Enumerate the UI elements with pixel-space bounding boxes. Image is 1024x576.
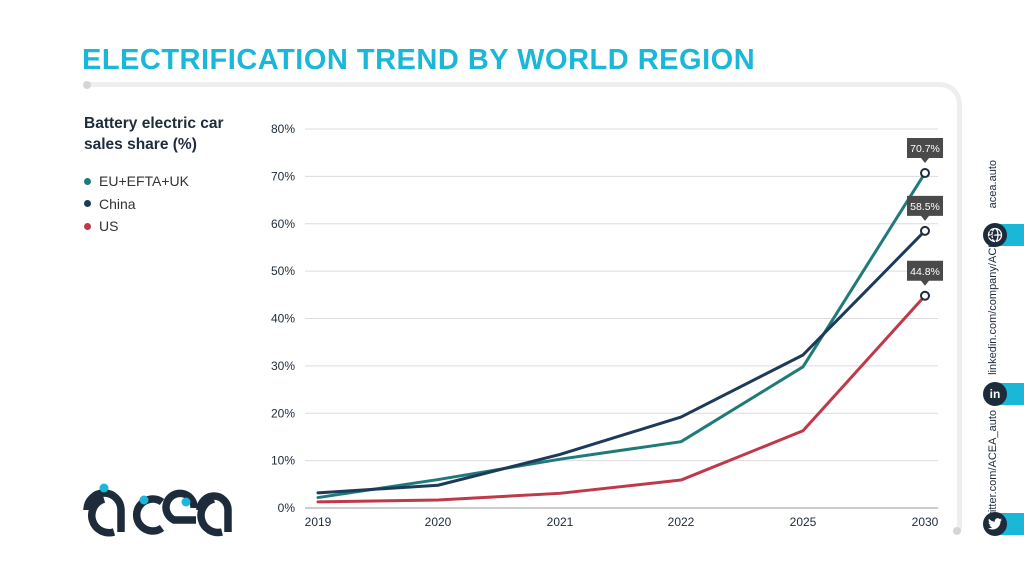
y-tick-label: 80% xyxy=(271,122,295,136)
y-tick-label: 20% xyxy=(271,406,295,420)
x-tick-label: 2022 xyxy=(668,515,695,529)
series-line xyxy=(316,229,927,495)
legend-label-us: US xyxy=(99,218,119,235)
data-label-callout xyxy=(907,138,943,164)
end-point-marker xyxy=(920,290,930,301)
linkedin-icon[interactable]: in xyxy=(983,382,1007,406)
legend: EU+EFTA+UK China US xyxy=(84,170,189,238)
data-label: 58.5% xyxy=(910,201,940,213)
end-point-marker xyxy=(920,225,930,236)
globe-icon[interactable] xyxy=(983,223,1007,247)
legend-item-eu: EU+EFTA+UK xyxy=(84,170,189,193)
frame-dot xyxy=(953,527,961,535)
x-tick-label: 2020 xyxy=(425,515,452,529)
twitter-icon[interactable] xyxy=(983,512,1007,536)
series-line xyxy=(316,294,927,504)
y-tick-label: 60% xyxy=(271,217,295,231)
acea-logo xyxy=(83,483,232,537)
page-title: ELECTRIFICATION TREND BY WORLD REGION xyxy=(82,44,756,76)
y-tick-label: 70% xyxy=(271,169,295,183)
legend-swatch-eu xyxy=(84,177,91,185)
legend-swatch-china xyxy=(84,200,91,208)
data-label-callout xyxy=(907,260,943,286)
legend-swatch-us xyxy=(84,222,91,230)
x-tick-label: 2019 xyxy=(305,515,332,529)
header-divider xyxy=(84,82,946,87)
x-tick-label: 2021 xyxy=(547,515,574,529)
linkedin-link[interactable]: linkedin.com/company/ACEA/ xyxy=(987,230,999,375)
y-tick-label: 50% xyxy=(271,264,295,278)
legend-label-china: China xyxy=(99,195,136,212)
y-tick-label: 0% xyxy=(278,501,296,515)
series-line xyxy=(316,171,927,500)
y-tick-label: 40% xyxy=(271,312,295,326)
end-point-marker xyxy=(920,168,930,179)
twitter-link[interactable]: twitter.com/ACEA_auto xyxy=(987,410,999,524)
x-tick-label: 2025 xyxy=(790,515,817,529)
data-label-callout xyxy=(907,195,943,221)
y-tick-label: 10% xyxy=(271,454,295,468)
data-label: 70.7% xyxy=(910,143,940,155)
x-tick-label: 2030 xyxy=(912,515,939,529)
legend-item-china: China xyxy=(84,193,189,216)
legend-item-us: US xyxy=(84,215,189,238)
data-label: 44.8% xyxy=(910,266,940,278)
website-link[interactable]: acea.auto xyxy=(987,160,999,209)
divider-dot xyxy=(83,81,91,89)
frame-border xyxy=(940,82,962,530)
legend-label-eu: EU+EFTA+UK xyxy=(99,173,189,190)
y-tick-label: 30% xyxy=(271,359,295,373)
legend-title: Battery electric car sales share (%) xyxy=(84,115,224,153)
